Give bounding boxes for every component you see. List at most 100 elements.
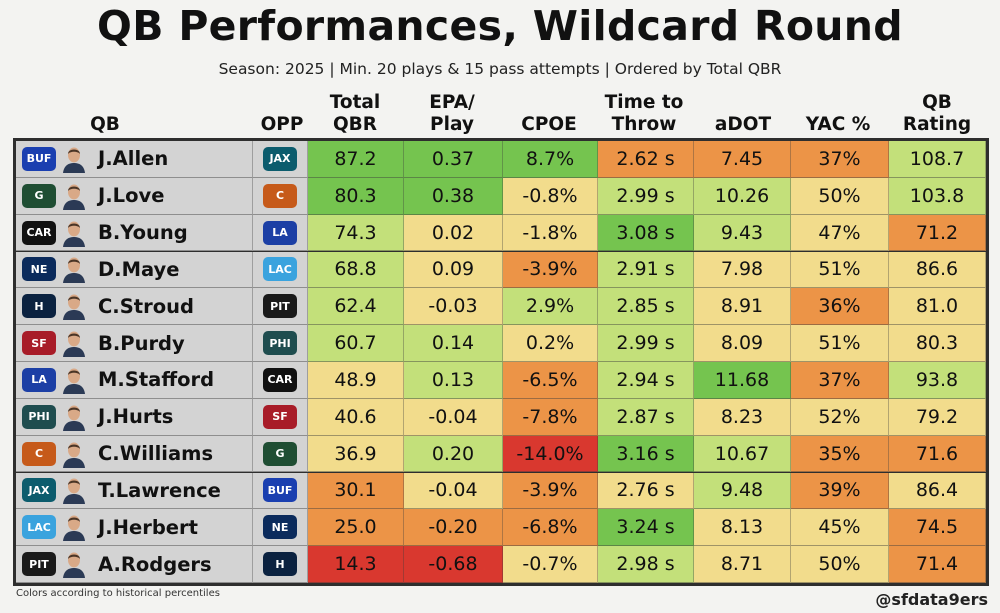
metric-cell: 74.3 — [308, 214, 404, 252]
opp-cell: PIT — [253, 288, 308, 326]
metric-cell: 3.24 s — [598, 509, 694, 547]
column-header: EPA/Play — [397, 90, 507, 138]
qb-name: D.Maye — [98, 257, 180, 281]
rams-logo-icon: LA — [263, 220, 297, 245]
bears-logo-icon: C — [263, 183, 297, 208]
metric-cell: 52% — [791, 398, 889, 436]
bears-logo-icon: C — [22, 441, 56, 466]
qb-headshot-icon — [63, 184, 85, 210]
steelers-logo-icon: PIT — [263, 294, 297, 319]
metric-cell: 0.09 — [404, 251, 503, 289]
qb-name: J.Love — [98, 184, 165, 208]
metric-cell: 25.0 — [308, 509, 404, 547]
metric-cell: 36.9 — [308, 435, 404, 473]
metric-cell: 8.71 — [694, 546, 791, 583]
opp-cell: CAR — [253, 362, 308, 399]
opp-cell: H — [253, 546, 308, 583]
rams-logo-icon: LA — [22, 367, 56, 392]
table-row: BUF J.Allen JAX 87.2 0.37 8.7% 2.62 s 7.45 37% 10… — [16, 141, 986, 178]
qb-cell: C C.Williams — [16, 435, 253, 473]
steelers-logo-icon: PIT — [22, 552, 56, 577]
column-header-line: OPP — [260, 114, 304, 135]
column-header: YAC % — [783, 90, 893, 138]
qb-headshot-icon — [63, 515, 85, 542]
metric-cell: 80.3 — [889, 325, 986, 362]
metric-cell: 3.08 s — [598, 214, 694, 252]
metric-cell: 2.98 s — [598, 546, 694, 583]
column-header-line: QB — [922, 92, 952, 113]
metric-cell: 40.6 — [308, 398, 404, 436]
table-row: PIT A.Rodgers H 14.3 -0.68 -0.7% 2.98 s 8.71 50%… — [16, 546, 986, 583]
table-row: SF B.Purdy PHI 60.7 0.14 0.2% 2.99 s 8.09 51% 80.… — [16, 325, 986, 362]
table-row: CAR B.Young LA 74.3 0.02 -1.8% 3.08 s 9.43 47% 71… — [16, 214, 986, 252]
jaguars-logo-icon: JAX — [22, 478, 56, 503]
bills-logo-icon: BUF — [263, 478, 297, 503]
metric-cell: 11.68 — [694, 362, 791, 399]
metric-cell: 0.14 — [404, 325, 503, 362]
qb-headshot-icon — [63, 478, 85, 505]
column-header-line: Time to — [604, 92, 684, 113]
qb-headshot-icon — [63, 257, 85, 284]
metric-cell: 37% — [791, 141, 889, 178]
qb-table: BUF J.Allen JAX 87.2 0.37 8.7% 2.62 s 7.45 37% 10… — [13, 138, 989, 586]
table-row: NE D.Maye LAC 68.8 0.09 -3.9% 2.91 s 7.98 51% 86.… — [16, 251, 986, 289]
metric-cell: 71.6 — [889, 435, 986, 473]
metric-cell: -0.04 — [404, 472, 503, 510]
metric-cell: 8.7% — [503, 141, 598, 178]
qb-name: T.Lawrence — [98, 478, 221, 502]
opp-cell: JAX — [253, 141, 308, 178]
metric-cell: 93.8 — [889, 362, 986, 399]
chart-title: QB Performances, Wildcard Round — [97, 2, 903, 50]
metric-cell: 68.8 — [308, 251, 404, 289]
metric-cell: 71.4 — [889, 546, 986, 583]
metric-cell: 60.7 — [308, 325, 404, 362]
metric-cell: 51% — [791, 325, 889, 362]
table-row: G J.Love C 80.3 0.38 -0.8% 2.99 s 10.26 50% 103.8 — [16, 177, 986, 215]
metric-cell: 0.38 — [404, 177, 503, 215]
opp-cell: BUF — [253, 472, 308, 510]
opp-cell: G — [253, 435, 308, 473]
column-header-line: Throw — [611, 114, 677, 135]
column-header: aDOT — [688, 90, 798, 138]
metric-cell: 2.62 s — [598, 141, 694, 178]
column-header: Time to Throw — [589, 90, 699, 138]
column-header-line: YAC % — [805, 114, 871, 135]
opp-cell: LAC — [253, 251, 308, 289]
qb-cell: BUF J.Allen — [16, 141, 253, 178]
column-header-line: QB — [90, 114, 120, 135]
metric-cell: 14.3 — [308, 546, 404, 583]
metric-cell: 2.87 s — [598, 398, 694, 436]
chart-subtitle: Season: 2025 | Min. 20 plays & 15 pass a… — [218, 60, 782, 78]
metric-cell: -14.0% — [503, 435, 598, 473]
qb-cell: PHI J.Hurts — [16, 398, 253, 436]
qb-headshot-icon — [63, 221, 85, 247]
metric-cell: 2.91 s — [598, 251, 694, 289]
qb-name: B.Purdy — [98, 331, 185, 355]
qb-name: J.Herbert — [98, 515, 198, 539]
qb-name: J.Hurts — [98, 405, 174, 429]
metric-cell: 0.02 — [404, 214, 503, 252]
metric-cell: 0.37 — [404, 141, 503, 178]
panthers-logo-icon: CAR — [263, 367, 297, 392]
metric-cell: 62.4 — [308, 288, 404, 326]
qb-headshot-icon — [63, 368, 85, 394]
metric-cell: 81.0 — [889, 288, 986, 326]
column-header: Total QBR — [300, 90, 410, 138]
metric-cell: 2.99 s — [598, 325, 694, 362]
qb-name: C.Williams — [98, 442, 214, 466]
metric-cell: 2.85 s — [598, 288, 694, 326]
metric-cell: -0.04 — [404, 398, 503, 436]
column-header-line: Total — [329, 92, 381, 113]
qb-cell: SF B.Purdy — [16, 325, 253, 362]
qb-cell: CAR B.Young — [16, 214, 253, 252]
metric-cell: 86.4 — [889, 472, 986, 510]
eagles-logo-icon: PHI — [263, 331, 297, 356]
panthers-logo-icon: CAR — [22, 220, 56, 245]
qb-headshot-icon — [63, 552, 85, 579]
jaguars-logo-icon: JAX — [263, 146, 297, 171]
column-header-line: EPA/ — [429, 92, 475, 113]
patriots-logo-icon: NE — [263, 515, 297, 540]
table-row: LAC J.Herbert NE 25.0 -0.20 -6.8% 3.24 s 8.13 45… — [16, 509, 986, 547]
qb-name: B.Young — [98, 221, 188, 245]
qb-cell: JAX T.Lawrence — [16, 472, 253, 510]
